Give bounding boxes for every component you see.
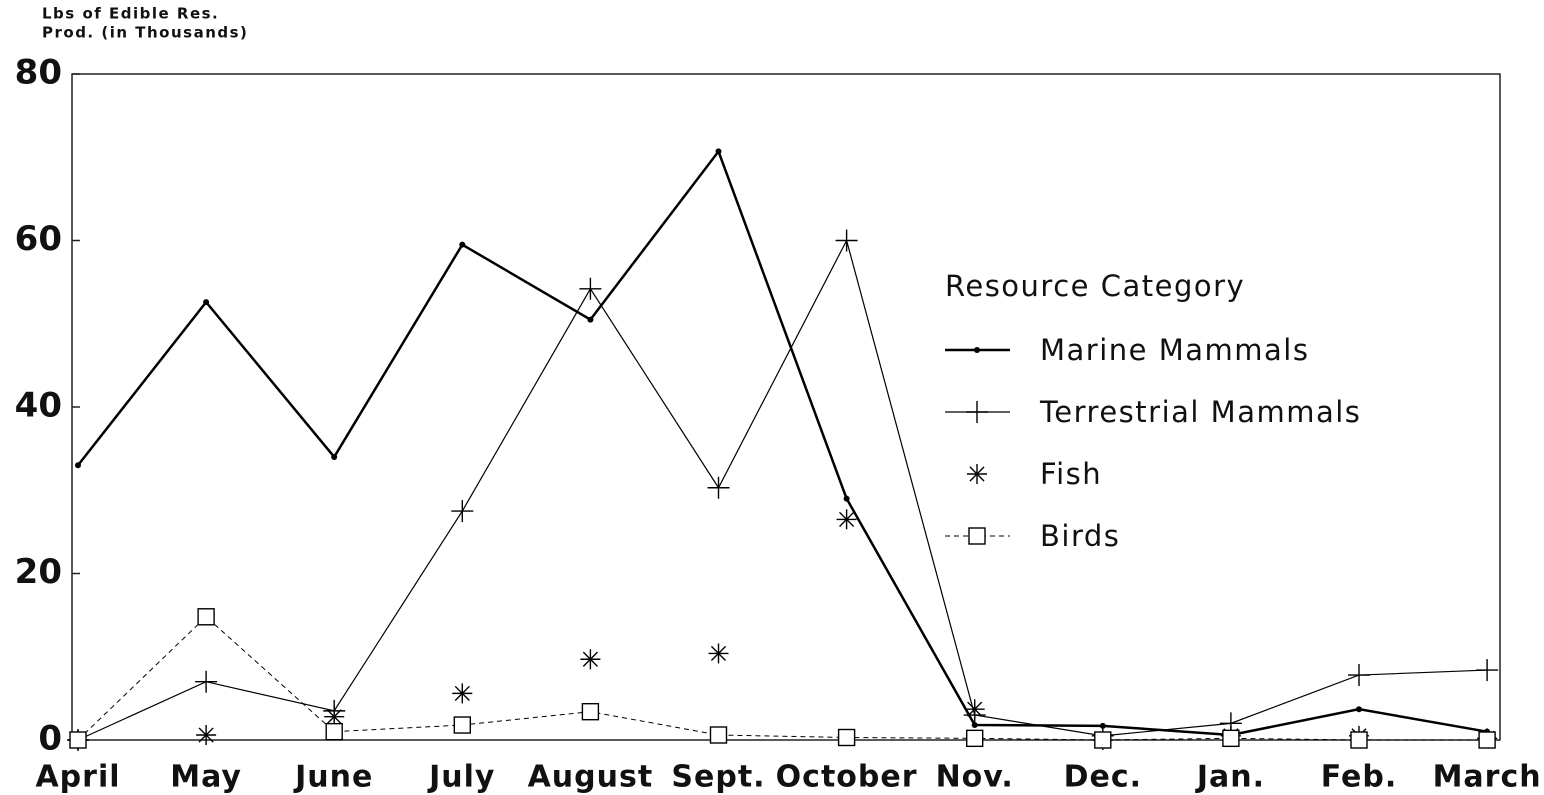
data-point [1356, 706, 1362, 713]
x-tick-label: April [35, 760, 120, 795]
x-tick-label: Feb. [1321, 760, 1398, 795]
marker-square [1094, 731, 1112, 749]
data-point [453, 716, 471, 734]
series-line [77, 616, 1488, 741]
marker-stroke [839, 511, 855, 527]
legend-marker [974, 347, 980, 353]
x-tick-label: Dec. [1064, 760, 1142, 795]
marker-square [581, 702, 600, 721]
y-tick-label: 60 [15, 219, 62, 259]
marker-square [197, 608, 215, 626]
data-point [459, 241, 466, 248]
marker-dot [75, 462, 81, 469]
marker-dot [843, 495, 850, 502]
marker-square [709, 726, 728, 744]
x-tick-label: June [293, 760, 373, 795]
x-tick-label: Jan. [1195, 760, 1265, 795]
marker-square [1478, 731, 1496, 749]
legend-label: Marine Mammals [1040, 333, 1309, 367]
marker-square [966, 729, 984, 748]
marker-stroke [582, 651, 598, 667]
data-point [581, 702, 600, 721]
data-point [1478, 731, 1496, 749]
x-tick-label: Nov. [936, 760, 1014, 795]
legend-label: Fish [1040, 457, 1102, 491]
x-tick-label: March [1433, 760, 1542, 795]
legend-label: Terrestrial Mammals [1039, 395, 1361, 429]
x-tick-label: July [427, 760, 495, 795]
data-point [1348, 664, 1370, 687]
marker-stroke [967, 701, 983, 717]
y-tick-label: 20 [15, 552, 62, 592]
marker-square [325, 722, 343, 741]
data-point [452, 683, 473, 704]
marker-stroke [198, 727, 214, 743]
marker-stroke [326, 709, 342, 725]
data-point [587, 316, 594, 323]
data-point [196, 725, 217, 746]
marker-dot [974, 347, 980, 353]
x-tick-label: August [528, 760, 654, 795]
data-point [331, 453, 338, 460]
data-point [966, 729, 984, 748]
data-point [451, 500, 474, 523]
data-point [1350, 731, 1368, 749]
series-line [77, 148, 1488, 737]
marker-square [69, 731, 87, 749]
data-point [709, 726, 728, 744]
data-point [837, 728, 856, 747]
marker-square [453, 716, 471, 734]
marker-dot [715, 148, 722, 155]
legend-marker [967, 464, 987, 484]
data-point [203, 299, 210, 306]
data-point [1476, 659, 1499, 682]
marker-dot [459, 241, 466, 248]
data-point [579, 277, 602, 300]
data-point [580, 649, 601, 670]
y-tick-label: 80 [15, 53, 62, 93]
marker-dot [203, 299, 210, 306]
data-point [836, 509, 857, 530]
data-point [325, 722, 343, 741]
x-tick-label: October [776, 760, 918, 795]
data-point [964, 699, 985, 720]
marker-square [837, 728, 856, 747]
data-point [708, 643, 729, 664]
y-tick-label: 0 [38, 719, 62, 759]
legend-title: Resource Category [945, 269, 1245, 303]
x-tick-label: May [170, 760, 242, 795]
data-point [1222, 729, 1240, 748]
legend-marker [966, 401, 988, 423]
data-point [715, 148, 722, 155]
data-point [707, 476, 730, 499]
series-line [77, 238, 1488, 741]
marker-square [1350, 731, 1368, 749]
data-point [75, 462, 81, 469]
data-point [843, 495, 850, 502]
marker-stroke [710, 645, 727, 661]
marker-dot [331, 453, 338, 460]
legend-marker [968, 527, 986, 545]
y-tick-label: 40 [15, 386, 62, 426]
data-point [195, 670, 218, 693]
y-axis-label: Prod. (in Thousands) [42, 24, 248, 42]
data-point [835, 229, 858, 252]
data-point [69, 731, 87, 749]
marker-dot [587, 316, 594, 323]
marker-stroke [969, 466, 985, 482]
data-point [1094, 731, 1112, 749]
marker-stroke [454, 685, 470, 701]
x-tick-label: Sept. [671, 760, 765, 795]
data-point [197, 608, 215, 626]
marker-square [1222, 729, 1240, 748]
y-axis-label: Lbs of Edible Res. [42, 5, 219, 23]
legend-label: Birds [1040, 519, 1120, 553]
marker-dot [1356, 706, 1362, 713]
marker-square [968, 527, 986, 545]
